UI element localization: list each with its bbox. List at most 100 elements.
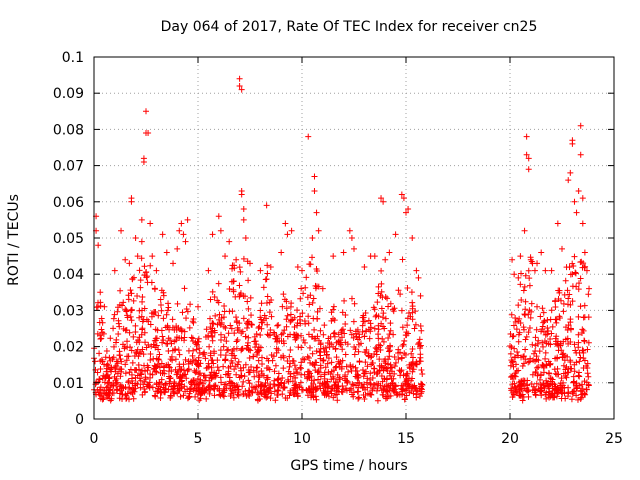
data-point bbox=[359, 328, 366, 335]
data-point bbox=[171, 390, 178, 397]
data-point bbox=[579, 347, 586, 354]
data-point bbox=[217, 336, 224, 343]
data-point bbox=[513, 361, 520, 368]
data-point bbox=[385, 303, 392, 310]
data-point bbox=[99, 387, 106, 394]
data-point bbox=[567, 169, 574, 176]
data-point bbox=[298, 371, 305, 378]
data-point bbox=[178, 220, 185, 227]
data-point bbox=[367, 370, 374, 377]
data-point bbox=[240, 216, 247, 223]
data-point bbox=[257, 267, 264, 274]
data-point bbox=[275, 322, 282, 329]
data-point bbox=[280, 365, 287, 372]
data-point bbox=[272, 397, 279, 404]
data-point bbox=[280, 385, 287, 392]
data-point bbox=[215, 367, 222, 374]
data-point bbox=[571, 198, 578, 205]
data-point bbox=[257, 388, 264, 395]
data-point bbox=[103, 348, 110, 355]
data-point bbox=[128, 290, 135, 297]
data-point bbox=[565, 295, 572, 302]
data-point bbox=[574, 396, 581, 403]
data-point bbox=[573, 209, 580, 216]
data-point bbox=[511, 354, 518, 361]
data-point bbox=[403, 392, 410, 399]
data-point bbox=[356, 358, 363, 365]
data-point bbox=[239, 328, 246, 335]
data-point bbox=[573, 382, 580, 389]
data-point bbox=[140, 316, 147, 323]
x-tick-label: 15 bbox=[397, 431, 415, 447]
data-point bbox=[531, 267, 538, 274]
data-point bbox=[311, 362, 318, 369]
data-point bbox=[145, 130, 152, 137]
data-point bbox=[404, 315, 411, 322]
data-point bbox=[205, 383, 212, 390]
data-point bbox=[274, 387, 281, 394]
data-point bbox=[283, 305, 290, 312]
data-point bbox=[153, 267, 160, 274]
data-point bbox=[362, 386, 369, 393]
data-point bbox=[315, 227, 322, 234]
data-point bbox=[124, 312, 131, 319]
data-point bbox=[559, 353, 566, 360]
data-point bbox=[371, 306, 378, 313]
data-point bbox=[126, 329, 133, 336]
data-point bbox=[554, 371, 561, 378]
data-point bbox=[305, 133, 312, 140]
data-point bbox=[367, 324, 374, 331]
data-point bbox=[522, 336, 529, 343]
data-point bbox=[398, 191, 405, 198]
data-point bbox=[167, 337, 174, 344]
data-point bbox=[567, 319, 574, 326]
data-point bbox=[576, 280, 583, 287]
data-point bbox=[360, 314, 367, 321]
chart-title: Day 064 of 2017, Rate Of TEC Index for r… bbox=[161, 19, 538, 35]
data-point bbox=[189, 352, 196, 359]
data-point bbox=[294, 369, 301, 376]
data-point bbox=[577, 122, 584, 129]
data-point bbox=[282, 220, 289, 227]
data-point bbox=[532, 342, 539, 349]
data-point bbox=[96, 376, 103, 383]
data-point bbox=[284, 312, 291, 319]
data-point bbox=[565, 390, 572, 397]
data-point bbox=[203, 395, 210, 402]
data-point bbox=[233, 345, 240, 352]
data-point bbox=[267, 263, 274, 270]
data-point bbox=[342, 339, 349, 346]
data-point bbox=[242, 361, 249, 368]
data-point bbox=[132, 329, 139, 336]
data-point bbox=[138, 255, 145, 262]
data-point bbox=[296, 384, 303, 391]
data-point bbox=[564, 287, 571, 294]
data-point bbox=[580, 314, 587, 321]
data-point bbox=[206, 363, 213, 370]
data-point bbox=[401, 396, 408, 403]
data-point bbox=[127, 287, 134, 294]
y-tick-labels: 0 0.01 0.02 0.03 0.04 0.05 0.06 0.07 0.08 0.09 0.1 bbox=[53, 50, 84, 428]
data-point bbox=[581, 249, 588, 256]
data-point bbox=[373, 387, 380, 394]
data-point bbox=[266, 299, 273, 306]
data-point bbox=[354, 326, 361, 333]
data-point bbox=[535, 364, 542, 371]
data-point bbox=[207, 315, 214, 322]
data-point bbox=[527, 256, 534, 263]
data-point bbox=[174, 300, 181, 307]
data-point bbox=[520, 287, 527, 294]
data-point bbox=[552, 316, 559, 323]
data-point bbox=[340, 249, 347, 256]
data-point bbox=[234, 336, 241, 343]
data-point bbox=[255, 324, 262, 331]
data-point bbox=[119, 396, 126, 403]
data-point bbox=[139, 367, 146, 374]
data-point bbox=[271, 388, 278, 395]
data-point bbox=[297, 332, 304, 339]
y-tick-label: 0.09 bbox=[53, 86, 84, 102]
data-point bbox=[207, 324, 214, 331]
data-point bbox=[548, 307, 555, 314]
data-point bbox=[97, 366, 104, 373]
data-point bbox=[524, 382, 531, 389]
